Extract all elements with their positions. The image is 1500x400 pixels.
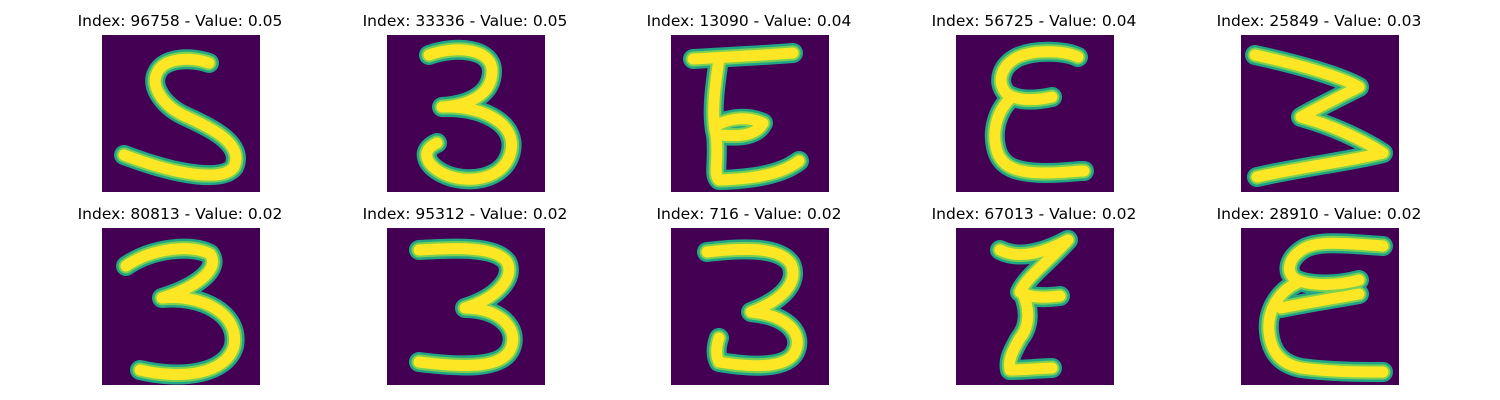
subplot-title: Index: 80813 - Value: 0.02 [77,205,283,223]
digit-image [671,35,829,192]
glyph-stroke [1275,288,1365,314]
digit-image [956,228,1114,385]
subplot-panel: Index: 95312 - Value: 0.02 [345,205,585,385]
digit-image [1241,35,1399,192]
digit-image [387,228,545,385]
subplot-panel: Index: 25849 - Value: 0.03 [1199,12,1439,192]
digit-glyph [114,49,246,186]
subplot-panel: Index: 716 - Value: 0.02 [629,205,869,385]
digit-image [1241,228,1399,385]
subplot-title: Index: 96758 - Value: 0.05 [77,12,283,30]
digit-glyph [683,43,809,190]
glyph-stroke [995,46,1084,106]
subplot-title: Index: 56725 - Value: 0.04 [931,12,1137,30]
subplot-title: Index: 67013 - Value: 0.02 [931,205,1137,223]
glyph-stroke [708,53,805,186]
subplot-title: Index: 716 - Value: 0.02 [656,205,842,223]
digit-glyph [409,238,523,376]
glyph-stroke [989,91,1090,179]
subplot-panel: Index: 96758 - Value: 0.05 [60,12,300,192]
digit-image [387,35,545,192]
digit-glyph [990,230,1078,380]
subplot-title: Index: 33336 - Value: 0.05 [362,12,568,30]
subplot-title: Index: 95312 - Value: 0.02 [362,205,568,223]
digit-image [671,228,829,385]
digit-glyph [697,239,808,376]
subplot-title: Index: 13090 - Value: 0.04 [646,12,852,30]
glyph-stroke [1249,49,1389,183]
glyph-stroke [421,44,518,185]
subplot-panel: Index: 33336 - Value: 0.05 [345,12,585,192]
glyph-stroke [701,243,803,372]
subplot-panel: Index: 28910 - Value: 0.02 [1199,205,1439,385]
glyph-stroke [687,47,799,65]
digit-image [956,35,1114,192]
glyph-stroke [120,243,241,380]
glyph-stroke [1284,237,1389,290]
glyph-stroke [1263,276,1389,378]
glyph-stroke [711,113,769,142]
digit-image [102,35,260,192]
subplot-title: Index: 28910 - Value: 0.02 [1216,205,1422,223]
subplot-panel: Index: 67013 - Value: 0.02 [914,205,1154,385]
glyph-stroke [994,234,1074,303]
digit-glyph [984,41,1094,183]
digit-glyph [1245,45,1393,187]
digit-glyph [116,238,245,385]
subplot-panel: Index: 80813 - Value: 0.02 [60,205,300,385]
glyph-stroke [118,53,242,181]
glyph-stroke [413,243,519,371]
glyph-stroke [1004,286,1058,376]
digit-glyph [416,39,522,190]
digit-image [102,228,260,385]
subplot-panel: Index: 13090 - Value: 0.04 [629,12,869,192]
digit-glyph [1258,233,1393,382]
subplot-title: Index: 25849 - Value: 0.03 [1216,12,1422,30]
subplot-panel: Index: 56725 - Value: 0.04 [914,12,1154,192]
